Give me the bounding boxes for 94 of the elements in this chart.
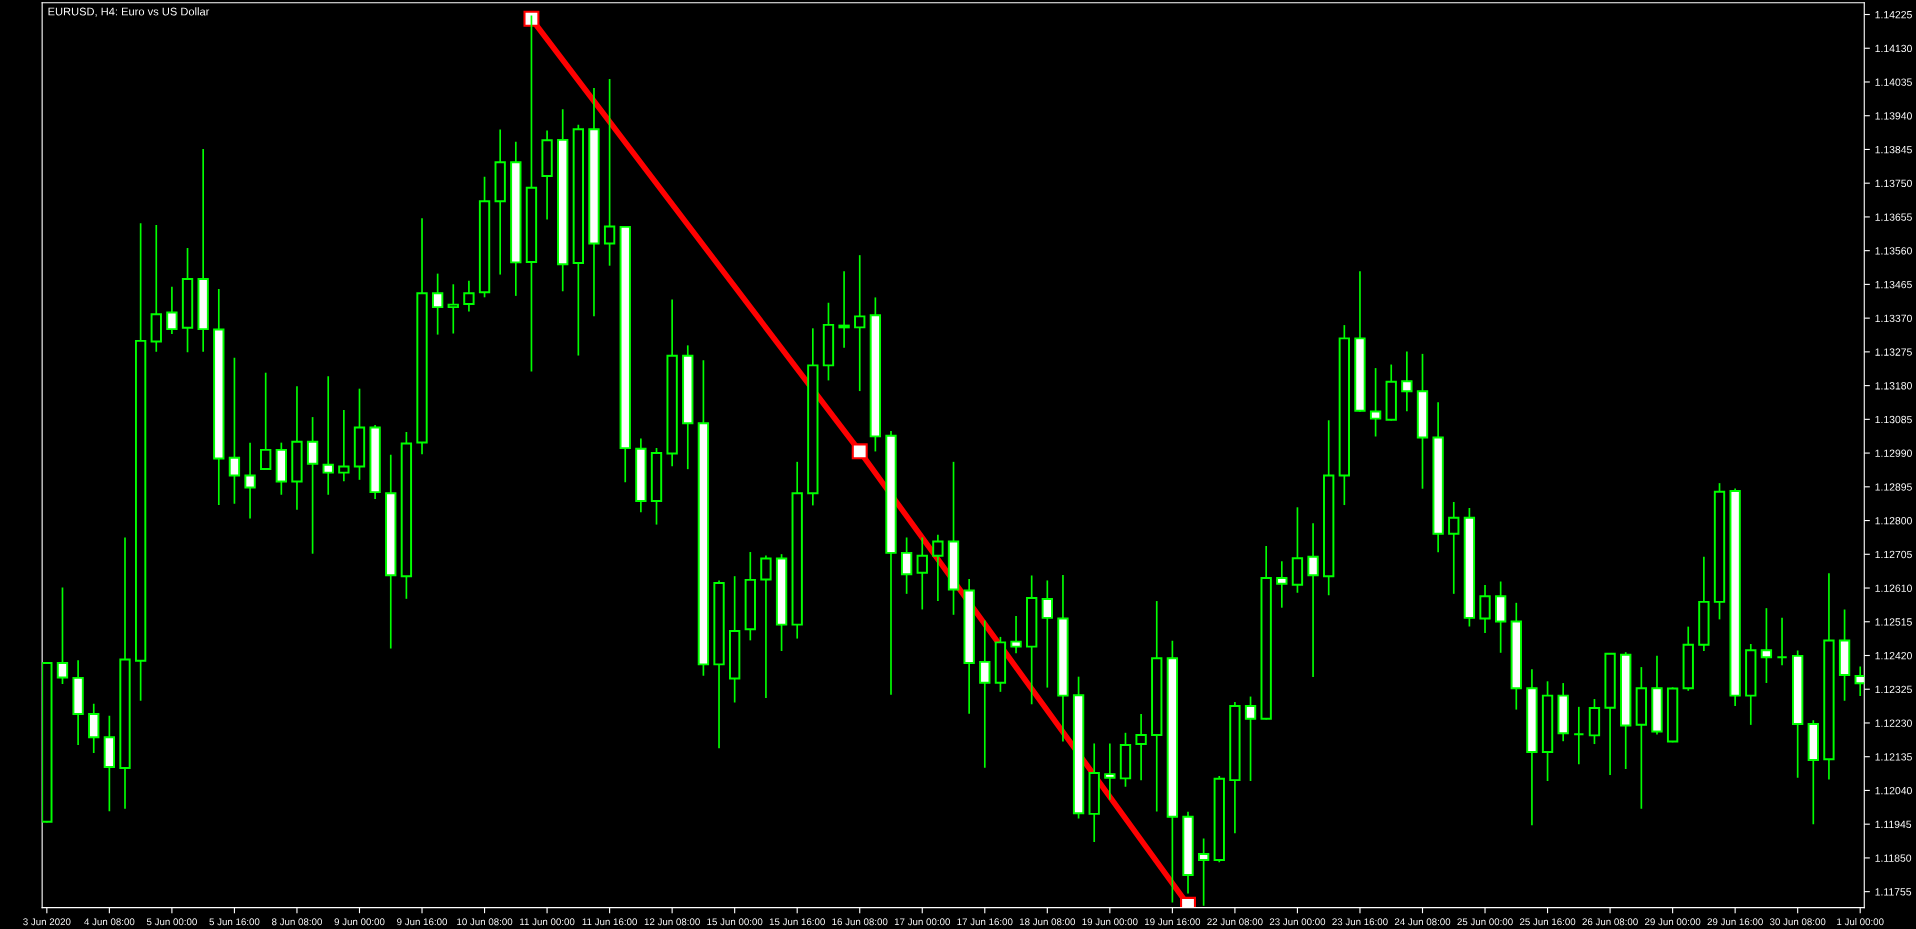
candlestick — [916, 537, 928, 610]
x-tick-label: 16 Jun 08:00 — [832, 918, 888, 926]
x-tick-label: 25 Jun 16:00 — [1519, 918, 1576, 926]
x-tick-label: 15 Jun 16:00 — [769, 918, 825, 926]
x-tick-label: 8 Jun 08:00 — [271, 918, 322, 926]
y-tick-label: 1.14130 — [1875, 44, 1912, 53]
candlestick — [1448, 501, 1460, 594]
candlestick — [56, 587, 69, 685]
candlestick — [900, 537, 913, 594]
y-tick-label: 1.12800 — [1875, 517, 1912, 525]
y-tick-label: 1.11755 — [1875, 888, 1912, 896]
y-tick-label: 1.13750 — [1875, 179, 1912, 188]
y-tick-label: 1.11945 — [1875, 820, 1912, 829]
candlestick — [1135, 713, 1147, 781]
candlestick — [1401, 351, 1413, 412]
y-tick-label: 1.13465 — [1875, 280, 1912, 289]
x-tick-label: 1 Jul 00:00 — [1837, 918, 1884, 926]
candlestick — [306, 417, 319, 554]
candlestick — [760, 555, 772, 698]
candlestick — [166, 286, 178, 334]
x-tick-label: 23 Jun 16:00 — [1332, 918, 1388, 926]
x-tick-label: 3 Jun 2020 — [23, 918, 71, 926]
candlestick — [260, 372, 272, 471]
x-tick-label: 11 Jun 16:00 — [582, 918, 637, 926]
x-tick-label: 25 Jun 00:00 — [1457, 918, 1513, 926]
candlestick — [1573, 706, 1585, 765]
y-tick-label: 1.12515 — [1875, 618, 1912, 626]
x-tick-label: 5 Jun 00:00 — [146, 918, 197, 926]
candlestick — [979, 620, 991, 768]
x-tick-label: 19 Jun 16:00 — [1145, 918, 1201, 926]
x-tick-label: 26 Jun 08:00 — [1582, 918, 1638, 926]
candlestick — [1369, 368, 1382, 437]
x-tick-label: 19 Jun 00:00 — [1082, 918, 1138, 926]
y-tick-label: 1.12135 — [1875, 753, 1912, 761]
x-tick-label: 29 Jun 16:00 — [1707, 918, 1763, 926]
y-tick-label: 1.13940 — [1875, 112, 1912, 120]
y-tick-label: 1.13370 — [1875, 314, 1912, 323]
candlestick — [1104, 743, 1116, 800]
candlestick — [88, 703, 100, 753]
candlestick — [603, 79, 616, 266]
point — [523, 10, 540, 27]
x-tick-label: 23 Jun 00:00 — [1269, 918, 1326, 926]
y-tick-label: 1.13085 — [1875, 415, 1912, 424]
candlestick — [1776, 617, 1788, 666]
chart-title: EURUSD, H4: Euro vs US Dollar — [48, 7, 210, 17]
candlestick — [854, 255, 866, 392]
x-tick-label: 22 Jun 08:00 — [1207, 918, 1263, 926]
y-tick-label: 1.12040 — [1875, 786, 1912, 795]
x-tick-label: 17 Jun 16:00 — [957, 918, 1013, 926]
x-tick-label: 17 Jun 00:00 — [894, 918, 950, 926]
y-tick-label: 1.12230 — [1875, 719, 1912, 727]
x-tick-label: 5 Jun 16:00 — [209, 918, 260, 926]
candlestick — [244, 442, 256, 519]
candlestick — [1041, 580, 1053, 688]
candlestick — [228, 357, 241, 504]
x-tick-label: 9 Jun 00:00 — [334, 918, 385, 926]
candlestick — [1276, 561, 1288, 608]
y-tick-label: 1.13560 — [1875, 247, 1912, 255]
candlestick — [463, 280, 475, 312]
x-tick-label: 10 Jun 08:00 — [457, 918, 513, 926]
x-tick-label: 18 Jun 08:00 — [1019, 918, 1076, 926]
x-tick-label: 9 Jun 16:00 — [397, 918, 448, 926]
y-tick-label: 1.13275 — [1875, 348, 1912, 356]
candlestick — [322, 376, 334, 495]
y-tick-label: 1.12895 — [1875, 483, 1912, 491]
x-tick-label: 11 Jun 00:00 — [520, 918, 575, 926]
candlestick — [1760, 608, 1773, 683]
x-tick-label: 15 Jun 00:00 — [707, 918, 763, 926]
point — [851, 443, 868, 460]
y-tick-label: 1.12325 — [1875, 685, 1912, 694]
candlestick — [1010, 615, 1022, 654]
candlestick — [447, 284, 459, 334]
x-tick-label: 24 Jun 08:00 — [1394, 918, 1451, 926]
candlestick — [1307, 523, 1319, 677]
x-tick-label: 12 Jun 08:00 — [644, 918, 700, 926]
x-tick-label: 4 Jun 08:00 — [84, 918, 135, 926]
candlestick — [1479, 585, 1491, 633]
x-tick-label: 29 Jun 00:00 — [1645, 918, 1701, 926]
candlestick — [431, 273, 444, 335]
y-tick-label: 1.12420 — [1875, 652, 1912, 660]
y-tick-label: 1.12610 — [1875, 584, 1912, 592]
y-tick-label: 1.12990 — [1875, 449, 1912, 457]
candlestick — [338, 409, 350, 482]
y-tick-label: 1.13180 — [1875, 382, 1912, 390]
candlestick — [932, 534, 944, 601]
y-tick-label: 1.13845 — [1875, 145, 1912, 154]
y-tick-label: 1.11850 — [1875, 854, 1912, 862]
candlestick — [1244, 696, 1257, 781]
y-tick-label: 1.14225 — [1875, 11, 1912, 19]
x-tick-label: 30 Jun 08:00 — [1769, 918, 1826, 926]
y-tick-label: 1.12705 — [1875, 550, 1912, 559]
y-tick-label: 1.14035 — [1875, 78, 1912, 86]
y-tick-label: 1.13655 — [1875, 213, 1912, 221]
candlestick — [838, 271, 850, 348]
